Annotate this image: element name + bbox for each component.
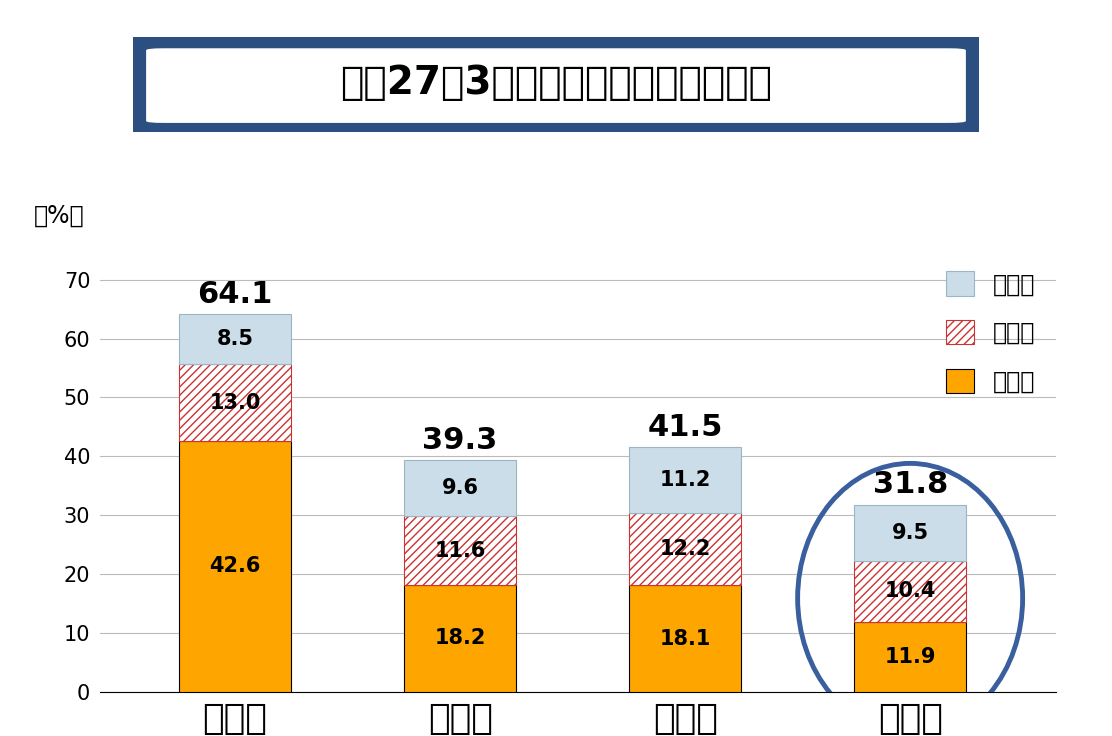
Bar xyxy=(854,622,966,692)
Bar xyxy=(404,517,516,584)
Text: 18.2: 18.2 xyxy=(435,629,486,648)
Bar xyxy=(854,505,966,561)
Bar xyxy=(179,364,291,441)
Text: 9.5: 9.5 xyxy=(892,523,929,542)
Text: 41.5: 41.5 xyxy=(647,413,723,442)
Text: 10.4: 10.4 xyxy=(884,581,936,601)
Text: 11.2: 11.2 xyxy=(659,470,711,490)
Text: 13.0: 13.0 xyxy=(209,393,261,413)
Text: 64.1: 64.1 xyxy=(198,280,272,308)
FancyBboxPatch shape xyxy=(108,37,1004,132)
Text: 12.2: 12.2 xyxy=(659,539,711,559)
Bar xyxy=(404,460,516,517)
Text: 平成27年3月新規学卒就職者の離職率: 平成27年3月新規学卒就職者の離職率 xyxy=(340,64,772,102)
Text: （%）: （%） xyxy=(33,204,85,228)
Text: 11.9: 11.9 xyxy=(884,647,936,667)
Bar xyxy=(629,585,742,692)
FancyBboxPatch shape xyxy=(146,49,966,123)
Text: 39.3: 39.3 xyxy=(423,425,498,455)
Bar xyxy=(179,314,291,364)
Bar xyxy=(404,584,516,692)
Bar xyxy=(629,514,742,585)
Text: 8.5: 8.5 xyxy=(217,330,254,350)
Text: 42.6: 42.6 xyxy=(209,556,261,576)
Bar xyxy=(854,561,966,622)
Text: 11.6: 11.6 xyxy=(435,540,486,561)
Bar xyxy=(179,441,291,692)
Text: 18.1: 18.1 xyxy=(659,629,711,648)
Text: 31.8: 31.8 xyxy=(873,470,947,499)
Text: 9.6: 9.6 xyxy=(441,478,478,498)
Legend: ３年目, ２年目, １年目: ３年目, ２年目, １年目 xyxy=(936,262,1044,403)
Bar xyxy=(629,447,742,514)
